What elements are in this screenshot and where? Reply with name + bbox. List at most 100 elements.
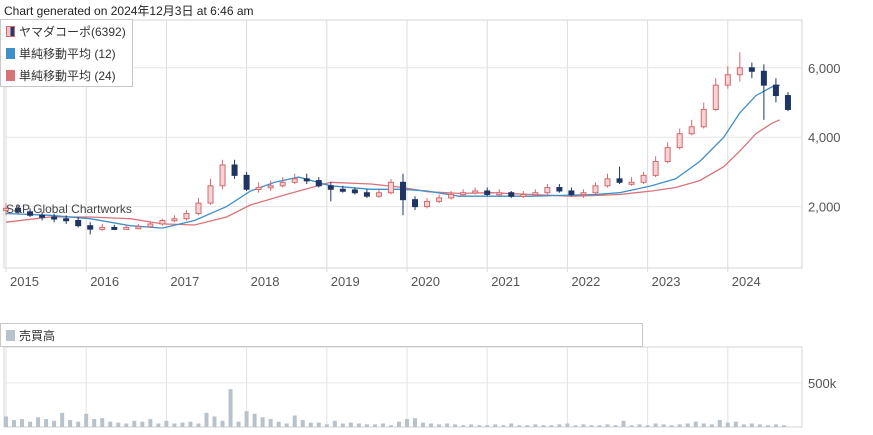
volume-bar	[228, 389, 233, 427]
volume-bar	[573, 425, 578, 427]
candles-layer	[3, 52, 791, 235]
volume-bar	[196, 423, 201, 427]
candle-up	[448, 193, 455, 199]
volume-bar	[773, 424, 778, 427]
x-tick-label: 2020	[411, 274, 440, 289]
volume-bar	[693, 421, 698, 427]
volume-bar	[541, 425, 546, 427]
candle	[255, 182, 262, 193]
volume-bar	[284, 423, 289, 427]
candle	[387, 178, 394, 195]
candle	[412, 196, 419, 211]
candle	[448, 190, 455, 200]
candle-up	[688, 126, 695, 135]
volume-bar	[477, 425, 482, 427]
volume-bar	[68, 419, 73, 427]
volume-bar	[76, 421, 81, 427]
volume-bar	[589, 425, 594, 427]
candle-up	[520, 193, 527, 197]
candle-up	[436, 197, 443, 202]
candle	[652, 156, 659, 178]
volume-bar	[180, 422, 185, 427]
candle	[688, 119, 695, 136]
candle	[171, 215, 178, 223]
volume-bar	[437, 424, 442, 427]
candle-down	[399, 181, 406, 201]
legend-item-ma24[interactable]: 単純移動平均 (24)	[1, 64, 132, 86]
volume-bar	[469, 424, 474, 427]
candle-down	[63, 218, 70, 222]
candle	[676, 128, 683, 150]
candle	[207, 178, 214, 205]
candle-up	[255, 187, 262, 191]
candle	[544, 184, 551, 195]
candle	[616, 166, 623, 185]
candle-down	[243, 174, 250, 190]
price-y-axis: 2,000 4,000 6,000	[808, 61, 841, 215]
candle-up	[159, 219, 166, 225]
volume-bar	[244, 411, 249, 427]
candle-down	[351, 189, 358, 194]
volume-bar	[44, 419, 49, 427]
candle-up	[544, 187, 551, 194]
volume-bar	[324, 424, 329, 427]
candle-down	[363, 192, 370, 197]
candle	[375, 189, 382, 198]
volume-bar	[52, 420, 57, 427]
candle-up	[147, 223, 154, 228]
candle-up	[387, 181, 394, 194]
candle	[520, 190, 527, 198]
volume-bar	[533, 424, 538, 427]
candle-down	[616, 178, 623, 183]
candle-down	[339, 188, 346, 192]
candle	[195, 197, 202, 216]
candle	[436, 194, 443, 204]
candle	[111, 224, 118, 230]
volume-bar	[653, 423, 658, 427]
volume-bar	[597, 425, 602, 427]
candle-up	[291, 178, 298, 183]
candle	[556, 184, 563, 193]
volume-bar	[453, 424, 458, 427]
candle-up	[592, 185, 599, 194]
candle-down	[39, 214, 46, 218]
volume-bar	[509, 423, 514, 427]
candle-up	[604, 178, 611, 187]
legend-item-volume[interactable]: 売買高	[1, 324, 642, 346]
legend-item-ma12[interactable]: 単純移動平均 (12)	[1, 42, 132, 64]
candle	[279, 177, 286, 188]
volume-bar	[725, 422, 730, 427]
candle	[15, 204, 22, 214]
candle	[772, 78, 779, 103]
volume-bars-layer	[4, 389, 786, 427]
candle-up	[267, 185, 274, 189]
volume-bar	[236, 421, 241, 427]
volume-bar	[308, 422, 313, 427]
candle-up	[183, 213, 190, 220]
volume-bar	[212, 416, 217, 427]
candle-up	[424, 200, 431, 208]
volume-bar	[300, 419, 305, 427]
candle	[628, 177, 635, 186]
line-swatch-icon	[6, 47, 15, 59]
candle	[147, 222, 154, 229]
candle-down	[508, 192, 515, 197]
candle	[484, 187, 491, 197]
volume-bar	[388, 425, 393, 427]
candle-up	[724, 74, 731, 86]
candle	[472, 187, 479, 195]
candle-down	[87, 225, 94, 230]
candle-up	[712, 84, 719, 110]
candle	[219, 159, 226, 190]
candle	[159, 218, 166, 226]
candle-down	[75, 219, 82, 227]
volume-bar	[701, 423, 706, 427]
candle-up	[532, 192, 539, 196]
legend-item-stock[interactable]: ヤマダコーポ(6392)	[1, 20, 132, 42]
candle	[231, 159, 238, 179]
candle	[75, 217, 82, 228]
candle	[135, 223, 142, 230]
volume-bar	[677, 424, 682, 427]
ma12-line	[5, 84, 781, 229]
candle-up	[460, 192, 467, 196]
